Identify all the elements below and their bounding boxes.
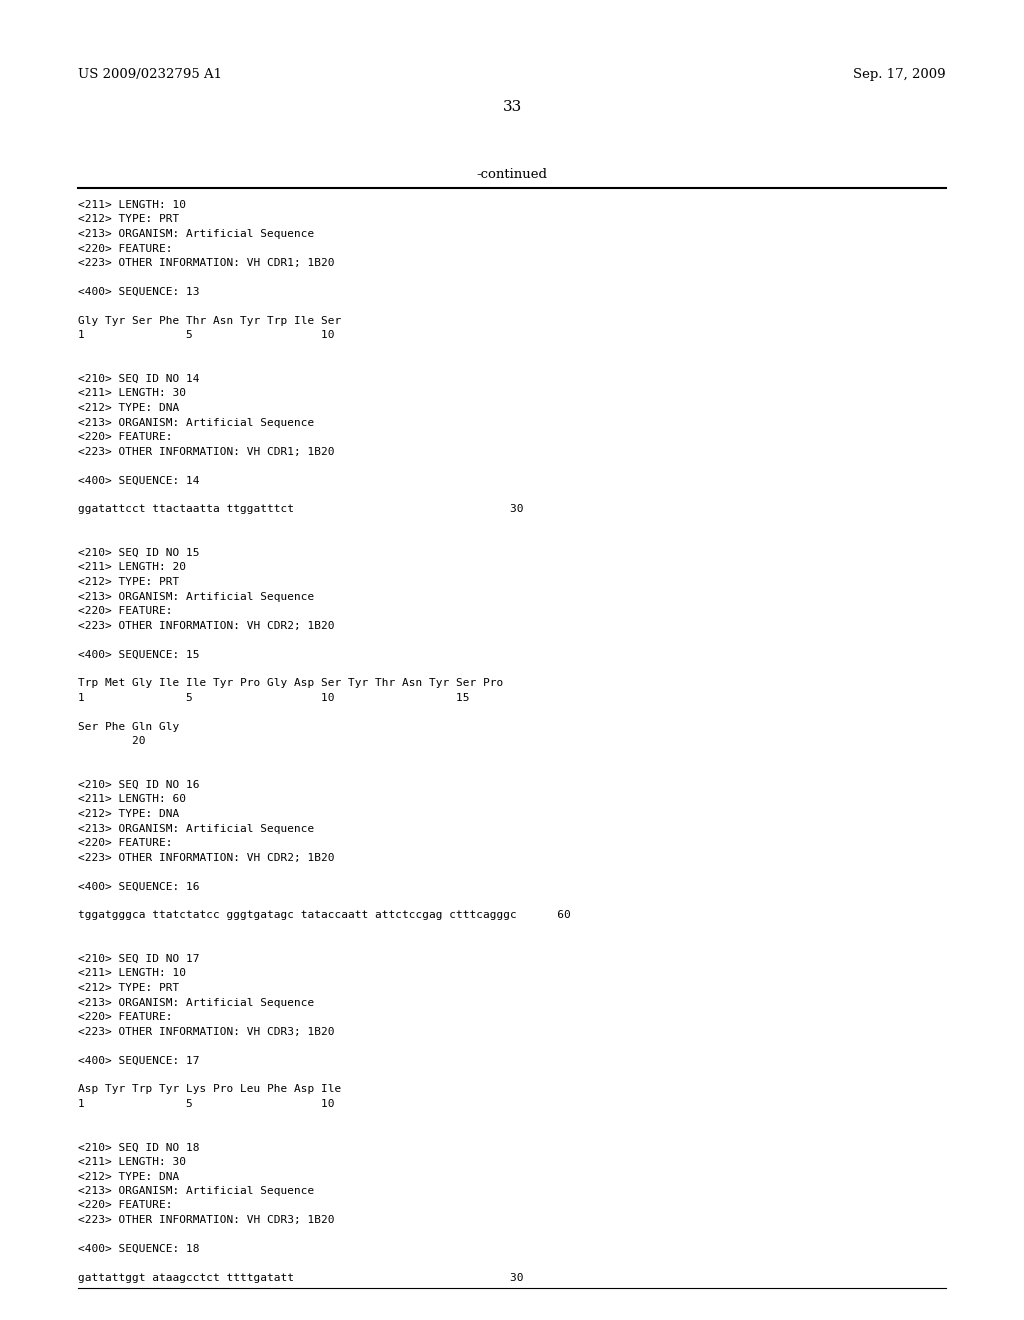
Text: <220> FEATURE:: <220> FEATURE: <box>78 243 172 253</box>
Text: gattattggt ataagcctct ttttgatatt                                30: gattattggt ataagcctct ttttgatatt 30 <box>78 1272 523 1283</box>
Text: <211> LENGTH: 20: <211> LENGTH: 20 <box>78 562 186 573</box>
Text: 1               5                   10: 1 5 10 <box>78 330 335 341</box>
Text: <223> OTHER INFORMATION: VH CDR2; 1B20: <223> OTHER INFORMATION: VH CDR2; 1B20 <box>78 853 335 862</box>
Text: <220> FEATURE:: <220> FEATURE: <box>78 1200 172 1210</box>
Text: <223> OTHER INFORMATION: VH CDR1; 1B20: <223> OTHER INFORMATION: VH CDR1; 1B20 <box>78 446 335 457</box>
Text: <220> FEATURE:: <220> FEATURE: <box>78 1012 172 1022</box>
Text: <220> FEATURE:: <220> FEATURE: <box>78 606 172 616</box>
Text: Gly Tyr Ser Phe Thr Asn Tyr Trp Ile Ser: Gly Tyr Ser Phe Thr Asn Tyr Trp Ile Ser <box>78 315 341 326</box>
Text: tggatgggca ttatctatcc gggtgatagc tataccaatt attctccgag ctttcagggc      60: tggatgggca ttatctatcc gggtgatagc tatacca… <box>78 911 570 920</box>
Text: 20: 20 <box>78 737 145 747</box>
Text: <211> LENGTH: 10: <211> LENGTH: 10 <box>78 201 186 210</box>
Text: <212> TYPE: DNA: <212> TYPE: DNA <box>78 809 179 818</box>
Text: -continued: -continued <box>476 168 548 181</box>
Text: Ser Phe Gln Gly: Ser Phe Gln Gly <box>78 722 179 733</box>
Text: <213> ORGANISM: Artificial Sequence: <213> ORGANISM: Artificial Sequence <box>78 591 314 602</box>
Text: <213> ORGANISM: Artificial Sequence: <213> ORGANISM: Artificial Sequence <box>78 417 314 428</box>
Text: 1               5                   10: 1 5 10 <box>78 1100 335 1109</box>
Text: <211> LENGTH: 30: <211> LENGTH: 30 <box>78 388 186 399</box>
Text: <210> SEQ ID NO 16: <210> SEQ ID NO 16 <box>78 780 200 789</box>
Text: <212> TYPE: DNA: <212> TYPE: DNA <box>78 1172 179 1181</box>
Text: <211> LENGTH: 30: <211> LENGTH: 30 <box>78 1158 186 1167</box>
Text: Asp Tyr Trp Tyr Lys Pro Leu Phe Asp Ile: Asp Tyr Trp Tyr Lys Pro Leu Phe Asp Ile <box>78 1085 341 1094</box>
Text: <213> ORGANISM: Artificial Sequence: <213> ORGANISM: Artificial Sequence <box>78 1185 314 1196</box>
Text: <210> SEQ ID NO 17: <210> SEQ ID NO 17 <box>78 954 200 964</box>
Text: <211> LENGTH: 10: <211> LENGTH: 10 <box>78 969 186 978</box>
Text: <212> TYPE: PRT: <212> TYPE: PRT <box>78 983 179 993</box>
Text: 33: 33 <box>503 100 521 114</box>
Text: <400> SEQUENCE: 15: <400> SEQUENCE: 15 <box>78 649 200 660</box>
Text: <400> SEQUENCE: 17: <400> SEQUENCE: 17 <box>78 1056 200 1065</box>
Text: <220> FEATURE:: <220> FEATURE: <box>78 838 172 847</box>
Text: <220> FEATURE:: <220> FEATURE: <box>78 432 172 442</box>
Text: US 2009/0232795 A1: US 2009/0232795 A1 <box>78 69 222 81</box>
Text: ggatattcct ttactaatta ttggatttct                                30: ggatattcct ttactaatta ttggatttct 30 <box>78 504 523 515</box>
Text: <400> SEQUENCE: 13: <400> SEQUENCE: 13 <box>78 286 200 297</box>
Text: <400> SEQUENCE: 18: <400> SEQUENCE: 18 <box>78 1243 200 1254</box>
Text: 1               5                   10                  15: 1 5 10 15 <box>78 693 469 704</box>
Text: <400> SEQUENCE: 16: <400> SEQUENCE: 16 <box>78 882 200 891</box>
Text: <211> LENGTH: 60: <211> LENGTH: 60 <box>78 795 186 804</box>
Text: <212> TYPE: DNA: <212> TYPE: DNA <box>78 403 179 413</box>
Text: <223> OTHER INFORMATION: VH CDR1; 1B20: <223> OTHER INFORMATION: VH CDR1; 1B20 <box>78 257 335 268</box>
Text: Trp Met Gly Ile Ile Tyr Pro Gly Asp Ser Tyr Thr Asn Tyr Ser Pro: Trp Met Gly Ile Ile Tyr Pro Gly Asp Ser … <box>78 678 503 689</box>
Text: <210> SEQ ID NO 18: <210> SEQ ID NO 18 <box>78 1143 200 1152</box>
Text: <212> TYPE: PRT: <212> TYPE: PRT <box>78 214 179 224</box>
Text: <210> SEQ ID NO 15: <210> SEQ ID NO 15 <box>78 548 200 558</box>
Text: <223> OTHER INFORMATION: VH CDR2; 1B20: <223> OTHER INFORMATION: VH CDR2; 1B20 <box>78 620 335 631</box>
Text: <223> OTHER INFORMATION: VH CDR3; 1B20: <223> OTHER INFORMATION: VH CDR3; 1B20 <box>78 1214 335 1225</box>
Text: <212> TYPE: PRT: <212> TYPE: PRT <box>78 577 179 587</box>
Text: <213> ORGANISM: Artificial Sequence: <213> ORGANISM: Artificial Sequence <box>78 998 314 1007</box>
Text: <210> SEQ ID NO 14: <210> SEQ ID NO 14 <box>78 374 200 384</box>
Text: <400> SEQUENCE: 14: <400> SEQUENCE: 14 <box>78 475 200 486</box>
Text: <223> OTHER INFORMATION: VH CDR3; 1B20: <223> OTHER INFORMATION: VH CDR3; 1B20 <box>78 1027 335 1036</box>
Text: Sep. 17, 2009: Sep. 17, 2009 <box>853 69 946 81</box>
Text: <213> ORGANISM: Artificial Sequence: <213> ORGANISM: Artificial Sequence <box>78 228 314 239</box>
Text: <213> ORGANISM: Artificial Sequence: <213> ORGANISM: Artificial Sequence <box>78 824 314 833</box>
